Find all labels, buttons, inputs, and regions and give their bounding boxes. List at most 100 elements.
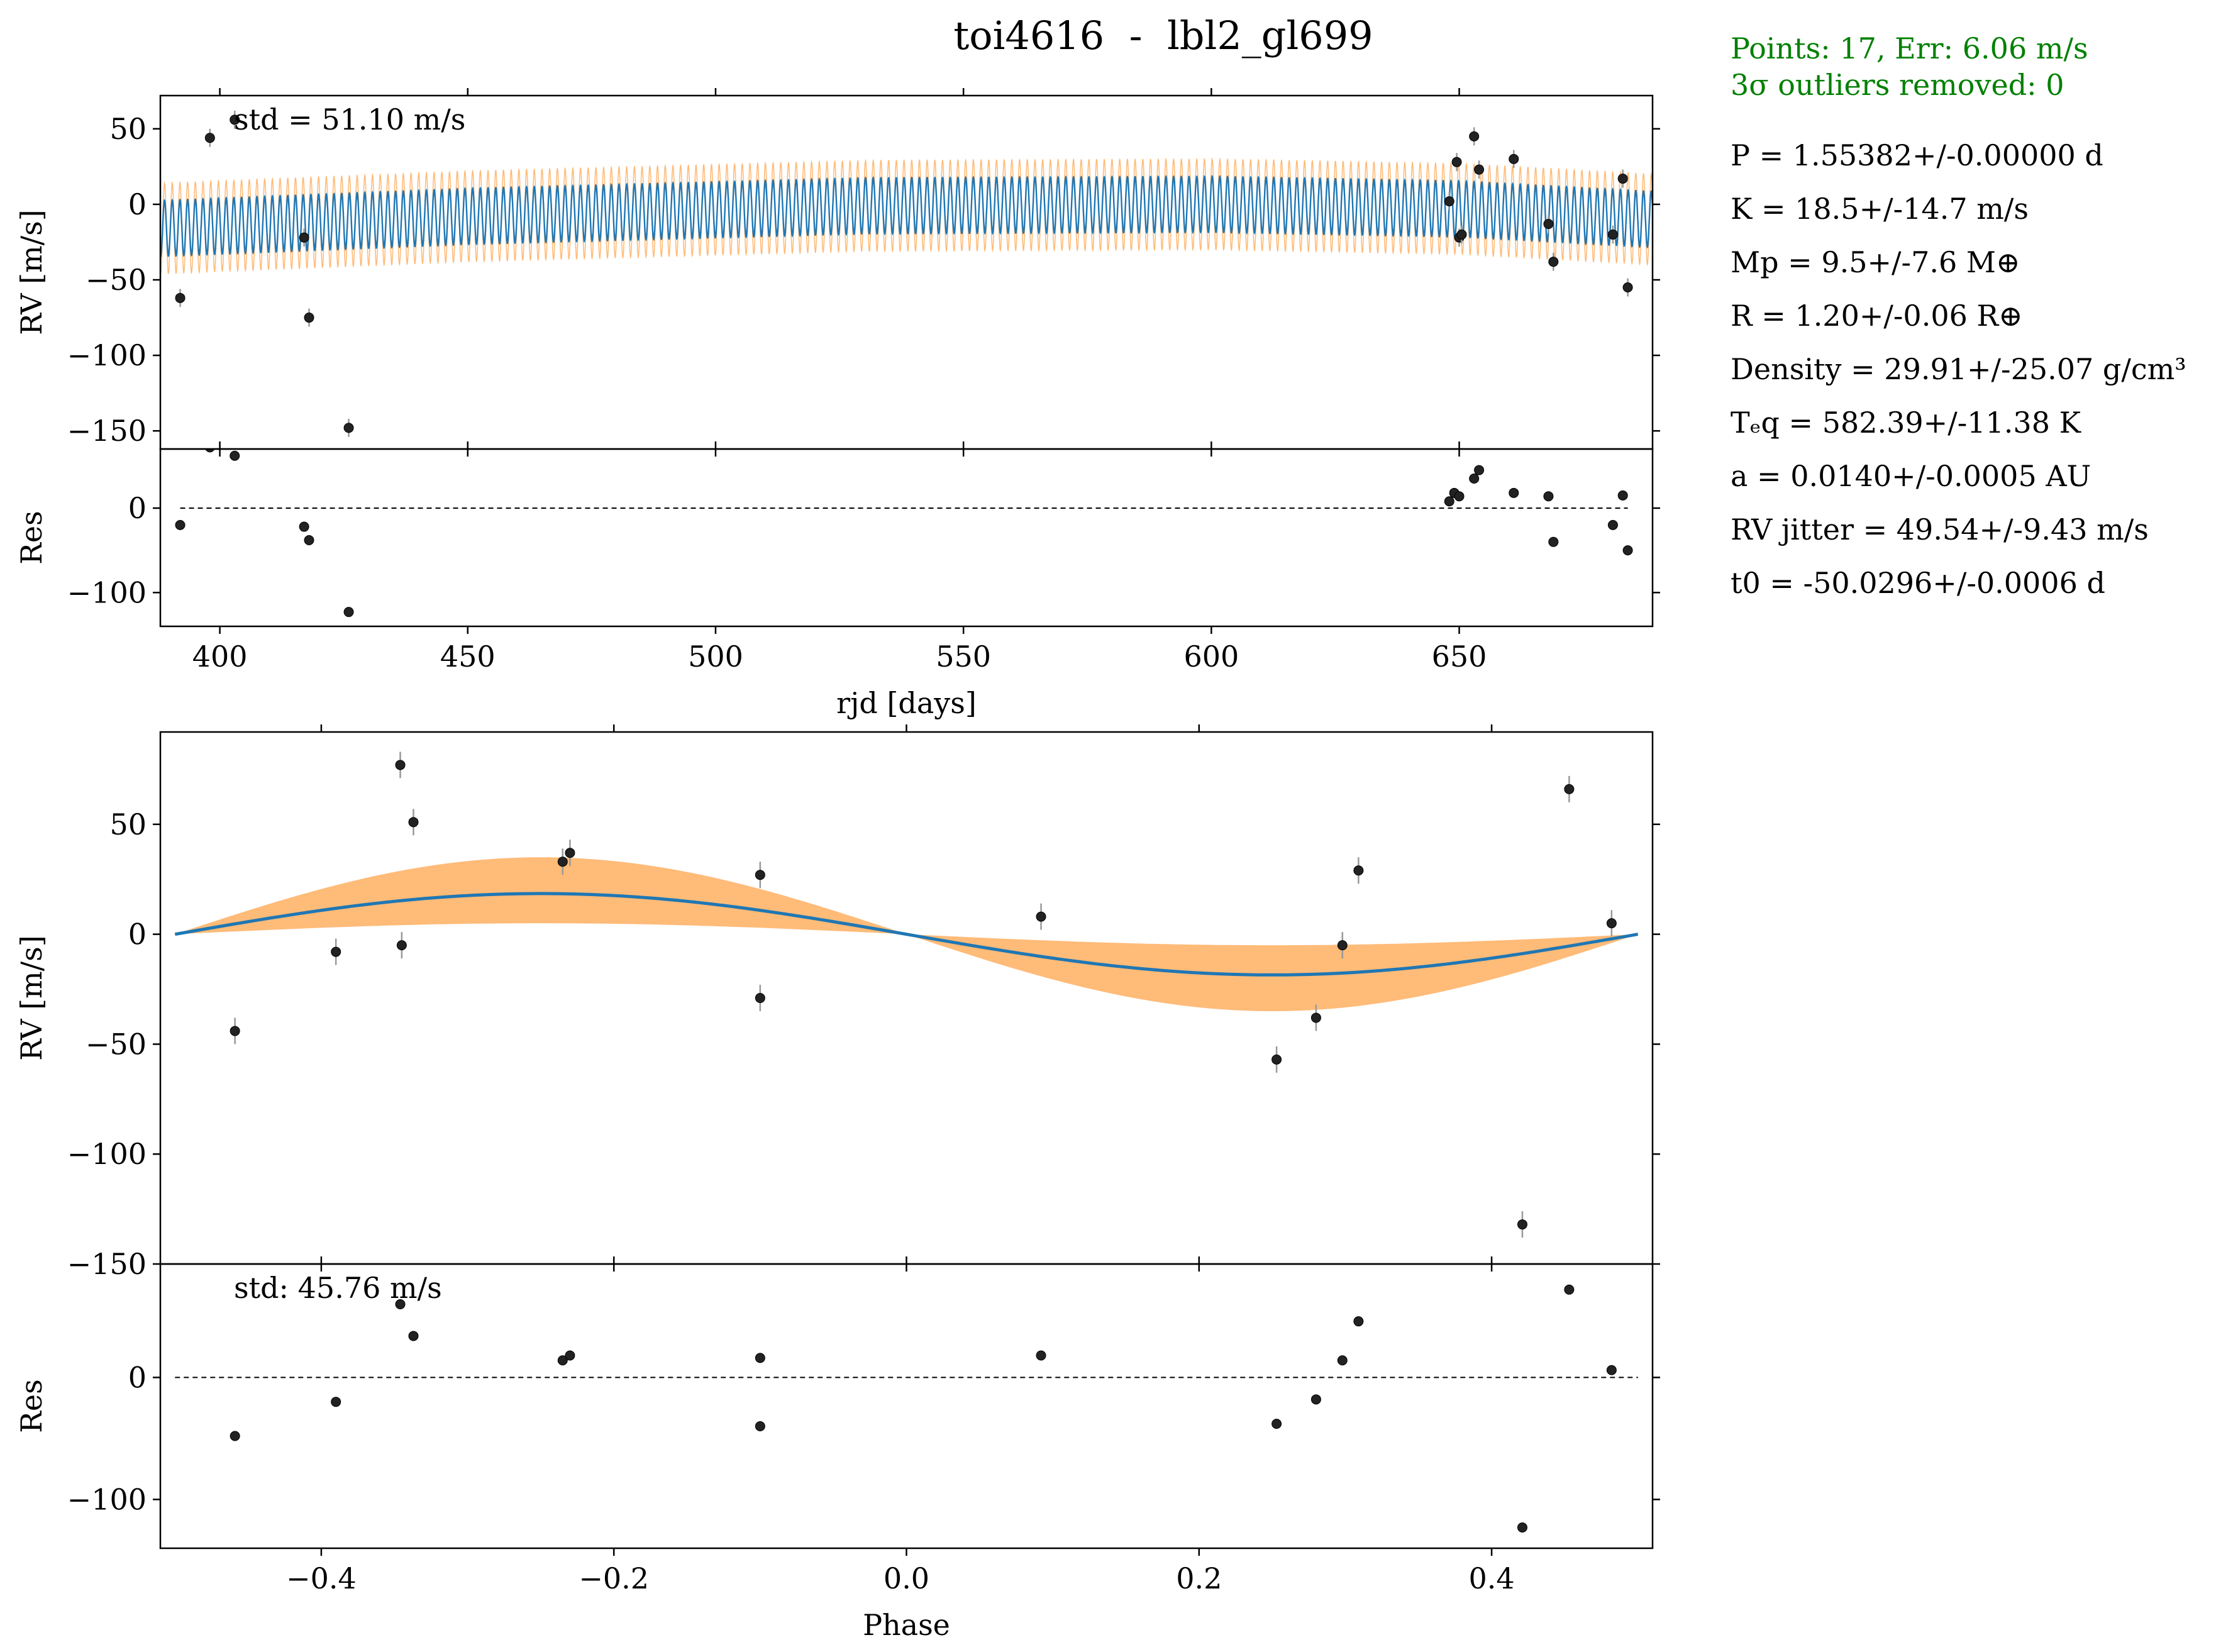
data-point <box>408 817 419 828</box>
data-point <box>1474 465 1485 475</box>
data-point <box>755 870 765 880</box>
data-point <box>557 1355 568 1366</box>
data-point <box>395 760 406 770</box>
x-tick-label: 450 <box>440 640 496 674</box>
points-group-2 <box>230 751 1617 1238</box>
y-tick-label: −50 <box>86 263 147 297</box>
data-point <box>230 114 240 125</box>
y-axis-label: RV [m/s] <box>14 935 48 1060</box>
y-axis-label: Res <box>14 511 48 564</box>
data-point <box>1606 1365 1617 1375</box>
data-point <box>1543 219 1554 230</box>
data-point <box>304 535 314 546</box>
y-tick-label: −100 <box>67 1137 147 1171</box>
y-tick-label: −150 <box>67 1247 147 1281</box>
y-axis-label: Res <box>14 1379 48 1433</box>
data-point <box>343 423 354 433</box>
x-axis-label: rjd [days] <box>836 686 977 720</box>
data-point <box>565 848 575 858</box>
data-point <box>1353 865 1364 876</box>
std-annotation: std: 45.76 m/s <box>234 1271 442 1305</box>
data-point <box>1543 491 1554 502</box>
data-point <box>304 313 314 323</box>
data-point <box>175 292 186 303</box>
data-point <box>1451 157 1462 167</box>
data-point <box>1548 257 1559 267</box>
data-point <box>1337 1355 1348 1366</box>
data-point <box>1271 1054 1282 1065</box>
y-tick-label: 0 <box>128 491 147 525</box>
phase-model-line <box>174 892 1639 977</box>
phase-model-band <box>175 857 1638 1011</box>
y-tick-label: −100 <box>67 575 147 609</box>
data-point <box>557 856 568 867</box>
data-point <box>1310 1012 1321 1023</box>
data-point <box>299 521 309 532</box>
std-annotation: std = 51.10 m/s <box>234 103 465 136</box>
y-tick-label: 0 <box>128 1360 147 1394</box>
x-tick-label: 0.0 <box>884 1561 929 1595</box>
time-model-line <box>160 174 1653 258</box>
x-tick-label: 550 <box>936 640 991 674</box>
y-tick-label: −100 <box>67 1482 147 1516</box>
data-point <box>1444 196 1454 207</box>
data-point <box>1607 519 1618 530</box>
data-point <box>408 1331 419 1341</box>
outliers-summary: 3σ outliers removed: 0 <box>1731 68 2064 102</box>
data-point <box>1469 474 1480 484</box>
data-point <box>1509 153 1519 164</box>
x-tick-label: 650 <box>1432 640 1487 674</box>
data-point <box>1474 164 1485 175</box>
axes-frame <box>159 448 1654 628</box>
data-point <box>1036 911 1046 922</box>
data-point <box>1617 174 1628 184</box>
chart-title: toi4616 - lbl2_gl699 <box>953 13 1373 58</box>
param-t0: t0 = -50.0296+/-0.0006 d <box>1731 566 2105 600</box>
data-point <box>1517 1219 1527 1230</box>
param-rv-jitter: RV jitter = 49.54+/-9.43 m/s <box>1731 513 2149 546</box>
data-point <box>1454 491 1465 502</box>
data-point <box>1271 1419 1282 1429</box>
y-tick-label: −150 <box>67 414 147 448</box>
data-point <box>1622 282 1633 293</box>
data-point <box>343 607 354 618</box>
param-teq: Tₑq = 582.39+/-11.38 K <box>1731 406 2081 440</box>
data-point <box>1509 487 1519 498</box>
y-tick-label: 50 <box>109 807 147 841</box>
data-point <box>299 232 309 243</box>
param-planet-mass: Mp = 9.5+/-7.6 M⊕ <box>1731 245 2020 279</box>
x-tick-label: 0.2 <box>1176 1561 1222 1595</box>
y-tick-label: −100 <box>67 338 147 372</box>
data-point <box>1444 496 1454 507</box>
x-tick-label: 0.4 <box>1469 1561 1515 1595</box>
y-tick-label: 0 <box>128 917 147 951</box>
data-point <box>205 449 215 453</box>
data-point <box>230 450 240 461</box>
data-point <box>1548 536 1559 547</box>
data-point <box>565 1350 575 1361</box>
y-tick-label: −50 <box>86 1027 147 1061</box>
time-model-group <box>160 157 1653 275</box>
data-point <box>204 133 215 143</box>
axes-frame <box>159 1263 1654 1549</box>
data-point <box>1564 1284 1575 1295</box>
data-point <box>1607 229 1618 240</box>
data-point <box>1617 490 1628 501</box>
param-radius: R = 1.20+/-0.06 R⊕ <box>1731 299 2023 333</box>
data-point <box>1310 1394 1321 1405</box>
points-group-3 <box>230 1284 1617 1533</box>
x-tick-label: −0.2 <box>579 1561 649 1595</box>
data-point <box>395 1299 406 1310</box>
param-period: P = 1.55382+/-0.00000 d <box>1731 138 2103 172</box>
points-group-0 <box>175 111 1633 437</box>
param-semi-amplitude: K = 18.5+/-14.7 m/s <box>1731 192 2029 226</box>
data-point <box>755 1353 765 1363</box>
x-axis-label: Phase <box>863 1608 950 1642</box>
y-tick-label: 0 <box>128 187 147 221</box>
x-tick-label: −0.4 <box>286 1561 357 1595</box>
y-tick-label: 50 <box>109 112 147 146</box>
data-point <box>1469 131 1480 141</box>
data-point <box>1564 784 1575 794</box>
data-point <box>1337 940 1348 951</box>
